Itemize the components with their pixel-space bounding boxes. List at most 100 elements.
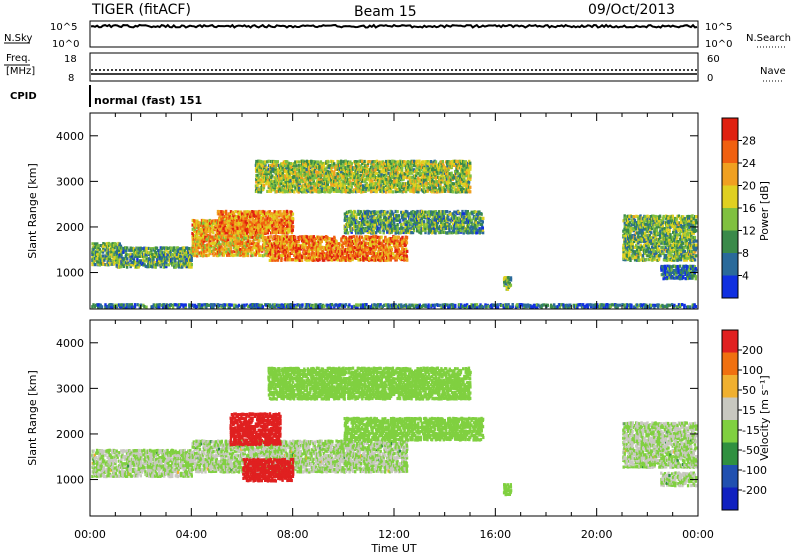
power-cell: [295, 164, 297, 167]
power-cell: [470, 219, 472, 222]
freq-label-1: Freq.: [6, 53, 31, 64]
power-cell: [126, 257, 128, 260]
nave-label: Nave: [760, 66, 786, 77]
power-cell: [407, 212, 409, 215]
power-cell: [276, 190, 278, 193]
power-cell: [401, 236, 403, 239]
power-cell: [272, 227, 274, 230]
cpid-label: CPID: [10, 91, 37, 102]
power-cell: [399, 219, 401, 222]
power-cell: [212, 231, 214, 234]
power-cell: [482, 226, 484, 229]
power-cell: [447, 218, 449, 221]
power-cell: [298, 160, 300, 163]
power-cell: [361, 160, 363, 163]
nsky-tick-top-right: 10^5: [705, 22, 732, 33]
power-cell: [335, 240, 337, 243]
power-cell: [400, 223, 402, 226]
power-cell: [225, 210, 227, 213]
nsky-tick-bottom-right: 10^0: [705, 39, 732, 50]
power-cell: [406, 241, 408, 244]
power-cell: [380, 236, 382, 239]
power-cell: [446, 210, 448, 213]
power-cell: [333, 171, 335, 174]
power-cell: [263, 184, 265, 187]
power-cell: [325, 167, 327, 170]
power-cell: [191, 263, 193, 266]
power-panel-bg: [90, 113, 698, 309]
freq-tick-bottom: 8: [68, 73, 74, 84]
power-cell: [141, 247, 143, 250]
power-cell: [100, 250, 102, 253]
power-cell: [386, 211, 388, 214]
power-cell: [295, 240, 297, 243]
nsky-tick-bottom-left: 10^0: [52, 39, 79, 50]
power-cell: [396, 210, 398, 213]
power-cell: [351, 186, 353, 189]
power-cell: [276, 215, 278, 218]
power-cell: [363, 160, 365, 163]
power-cell: [173, 246, 175, 249]
power-cell: [418, 228, 420, 231]
power-cell: [286, 210, 288, 213]
power-cell: [476, 229, 478, 232]
power-cell: [424, 211, 426, 214]
power-cell: [366, 220, 368, 223]
power-cell: [482, 217, 484, 220]
beam-title: Beam 15: [354, 4, 417, 20]
power-cell: [242, 224, 244, 227]
power-cell: [406, 250, 408, 253]
power-cell: [341, 244, 343, 247]
power-cell: [213, 254, 215, 257]
power-cell: [126, 266, 128, 269]
power-cell: [294, 236, 296, 239]
power-cell: [354, 210, 356, 213]
freq-label-2: [MHz]: [6, 66, 35, 77]
power-cell: [363, 174, 365, 177]
power-cell: [376, 245, 378, 248]
power-cell: [102, 254, 104, 257]
power-cell: [351, 162, 353, 165]
power-cell: [358, 174, 360, 177]
power-cell: [259, 245, 261, 248]
power-cell: [264, 236, 266, 239]
power-cell: [480, 213, 482, 216]
power-cell: [379, 231, 381, 234]
power-cell: [292, 229, 294, 232]
freq-tick-top: 18: [64, 54, 77, 65]
nave-tick-top: 60: [707, 54, 720, 65]
power-cell: [94, 263, 96, 266]
power-cell: [423, 220, 425, 223]
power-cell: [482, 220, 484, 223]
power-cell: [292, 213, 294, 216]
power-cell: [224, 221, 226, 224]
power-cell: [306, 172, 308, 175]
power-cell: [247, 219, 249, 222]
power-cell: [372, 235, 374, 238]
power-cell: [443, 215, 445, 218]
cpid-value: normal (fast) 151: [94, 94, 202, 107]
power-cell: [428, 210, 430, 213]
power-cell: [338, 160, 340, 163]
nsky-tick-top-left: 10^5: [50, 22, 77, 33]
power-cell: [397, 240, 399, 243]
power-cell: [277, 160, 279, 163]
power-cell: [347, 231, 349, 234]
power-cell: [396, 223, 398, 226]
date-title: 09/Oct/2013: [588, 2, 675, 18]
power-cell: [223, 250, 225, 253]
power-cell: [179, 247, 181, 250]
power-cell: [385, 217, 387, 220]
power-cell: [264, 160, 266, 163]
power-cell: [271, 174, 273, 177]
power-cell: [398, 214, 400, 217]
power-cell: [351, 211, 353, 214]
power-cell: [231, 250, 233, 253]
power-cell: [341, 252, 343, 255]
power-cell: [188, 247, 190, 250]
power-cell: [293, 190, 295, 193]
power-cell: [234, 210, 236, 213]
power-cell: [362, 166, 364, 169]
